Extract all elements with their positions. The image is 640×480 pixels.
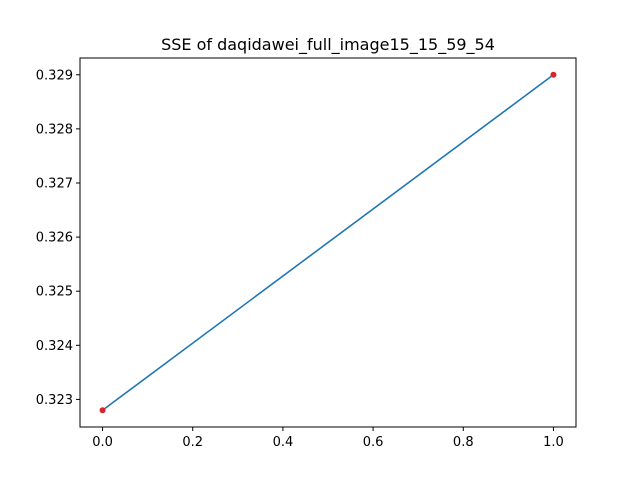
- x-tick-label: 0.4: [273, 435, 294, 450]
- y-tick-label: 0.324: [36, 339, 73, 354]
- x-tick-label: 0.2: [182, 435, 203, 450]
- x-tick-label: 0.6: [363, 435, 384, 450]
- axes-frame: [79, 57, 577, 428]
- y-tick-label: 0.327: [36, 176, 73, 191]
- x-tick-label: 0.0: [92, 435, 113, 450]
- y-tick-label: 0.323: [36, 393, 73, 408]
- data-point: [99, 407, 106, 414]
- x-axis-ticks: 0.0 0.2 0.4 0.6 0.8 1.0: [92, 427, 564, 450]
- y-tick-label: 0.329: [36, 68, 73, 83]
- y-axis-ticks: 0.323 0.324 0.325 0.326 0.327 0.328 0.329: [36, 68, 80, 408]
- x-tick-label: 1.0: [543, 435, 564, 450]
- data-point: [550, 71, 557, 78]
- x-tick-label: 0.8: [453, 435, 474, 450]
- chart-title: SSE of daqidawei_full_image15_15_59_54: [161, 35, 495, 55]
- y-tick-label: 0.328: [36, 122, 73, 137]
- y-tick-label: 0.325: [36, 285, 73, 300]
- y-tick-label: 0.326: [36, 231, 73, 246]
- series-layer: [99, 71, 557, 414]
- series-line: [102, 74, 554, 411]
